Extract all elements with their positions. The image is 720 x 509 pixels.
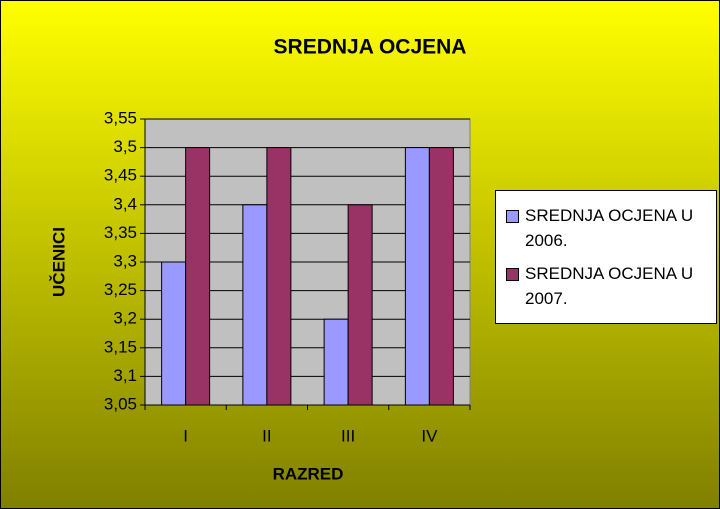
bar: [323, 318, 349, 406]
y-tick-label: 3,25: [104, 280, 137, 299]
y-tick-label: 3,4: [113, 194, 137, 213]
bar: [404, 147, 430, 406]
y-tick-label: 3,5: [113, 137, 137, 156]
x-axis-label: RAZRED: [273, 464, 344, 483]
x-tick-label: III: [341, 426, 355, 445]
y-tick-label: 3,2: [113, 309, 137, 328]
bar: [266, 147, 292, 406]
y-tick-label: 3,45: [104, 166, 137, 185]
bar: [185, 147, 211, 406]
y-tick-label: 3,3: [113, 251, 137, 270]
x-tick-label: I: [183, 426, 188, 445]
legend-swatch: [506, 210, 519, 223]
y-tick-label: 3,1: [113, 366, 137, 385]
legend-label: SREDNJA OCJENA U 2007.: [525, 264, 694, 308]
y-axis-label: UČENICI: [49, 227, 68, 297]
legend-entry: SREDNJA OCJENA U 2007.: [506, 261, 716, 311]
legend-swatch: [506, 268, 519, 281]
x-tick-label: II: [262, 426, 271, 445]
y-tick-label: 3,05: [104, 394, 137, 413]
legend-label: SREDNJA OCJENA U 2006.: [525, 206, 694, 250]
y-tick-label: 3,15: [104, 337, 137, 356]
legend: SREDNJA OCJENA U 2006. SREDNJA OCJENA U 2…: [495, 190, 717, 324]
bar: [428, 147, 454, 406]
y-tick-label: 3,55: [104, 108, 137, 127]
bar: [161, 261, 187, 406]
legend-entry: SREDNJA OCJENA U 2006.: [506, 203, 716, 253]
x-tick-label: IV: [421, 426, 438, 445]
chart-title: SREDNJA OCJENA: [274, 36, 467, 59]
y-tick-label: 3,35: [104, 223, 137, 242]
bar: [347, 204, 373, 406]
bar: [242, 204, 268, 406]
